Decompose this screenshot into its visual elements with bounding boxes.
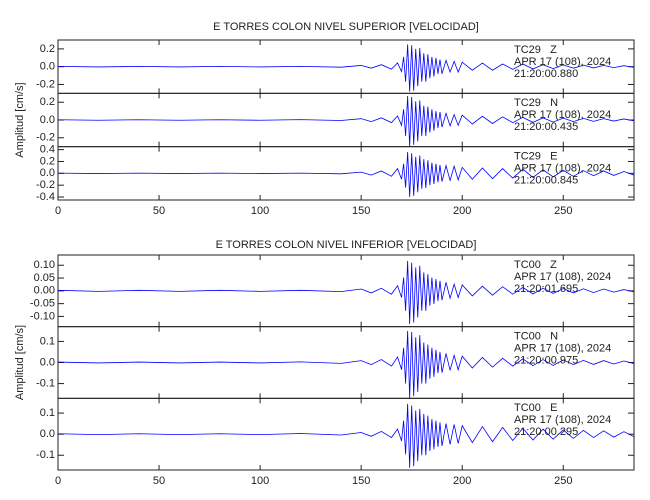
time-label: 21:20:00.435 xyxy=(514,121,578,133)
y-tick-label: -0.2 xyxy=(36,132,55,144)
y-tick-label: -0.4 xyxy=(36,191,55,203)
y-tick-label: 0.10 xyxy=(34,259,55,271)
date-label: APR 17 (108), 2024 xyxy=(514,271,611,283)
x-tick-label: 150 xyxy=(352,475,370,487)
x-tick-label: 100 xyxy=(251,205,269,217)
waveform xyxy=(58,95,634,147)
y-tick-label: -0.05 xyxy=(30,298,55,310)
waveform xyxy=(58,44,634,92)
y-tick-label: -0.1 xyxy=(36,377,55,389)
x-tick-label: 0 xyxy=(55,205,61,217)
time-label: 21:20:00.880 xyxy=(514,68,578,80)
panel-frame xyxy=(57,397,635,471)
y-tick-label: 0.2 xyxy=(40,155,55,167)
date-label: APR 17 (108), 2024 xyxy=(514,109,611,121)
time-label: 21:20:00.975 xyxy=(514,355,578,367)
y-tick-label: 0.00 xyxy=(34,285,55,297)
y-tick-label: 0.0 xyxy=(40,114,55,126)
date-label: APR 17 (108), 2024 xyxy=(514,163,611,175)
y-tick-label: 0.0 xyxy=(40,61,55,73)
date-label: APR 17 (108), 2024 xyxy=(514,414,611,426)
y-tick-label: -0.2 xyxy=(36,78,55,90)
station-label: TC29 Z xyxy=(514,44,557,56)
x-tick-label: 50 xyxy=(153,475,165,487)
y-tick-label: 0.05 xyxy=(34,272,55,284)
x-tick-label: 50 xyxy=(153,205,165,217)
waveform xyxy=(58,403,634,468)
station-label: TC00 E xyxy=(514,402,557,414)
chart-title: E TORRES COLON NIVEL SUPERIOR [VELOCIDAD… xyxy=(213,21,479,33)
x-tick-label: 200 xyxy=(453,475,471,487)
y-axis-label: Amplitud [cm/s] xyxy=(14,82,26,157)
y-axis-label: Amplitud [cm/s] xyxy=(14,325,26,400)
station-label: TC00 N xyxy=(514,331,558,343)
y-tick-label: -0.10 xyxy=(30,310,55,322)
station-label: TC29 E xyxy=(514,151,557,163)
station-label: TC00 Z xyxy=(514,259,557,271)
station-label: TC29 N xyxy=(514,97,558,109)
chart-title: E TORRES COLON NIVEL INFERIOR [VELOCIDAD… xyxy=(216,239,477,251)
y-tick-label: 0.0 xyxy=(40,167,55,179)
waveform xyxy=(58,260,634,325)
x-tick-label: 250 xyxy=(554,205,572,217)
x-tick-label: 100 xyxy=(251,475,269,487)
time-label: 21:20:01.695 xyxy=(514,283,578,295)
x-tick-label: 0 xyxy=(55,475,61,487)
time-label: 21:20:00.845 xyxy=(514,175,578,187)
date-label: APR 17 (108), 2024 xyxy=(514,56,611,68)
y-tick-label: 0.1 xyxy=(40,335,55,347)
x-tick-label: 250 xyxy=(554,475,572,487)
waveform xyxy=(58,151,634,198)
date-label: APR 17 (108), 2024 xyxy=(514,343,611,355)
y-tick-label: 0.2 xyxy=(40,43,55,55)
waveform xyxy=(58,330,634,399)
x-tick-label: 200 xyxy=(453,205,471,217)
y-tick-label: 0.0 xyxy=(40,428,55,440)
y-tick-label: 0.0 xyxy=(40,356,55,368)
x-tick-label: 150 xyxy=(352,205,370,217)
y-tick-label: 0.4 xyxy=(40,144,55,156)
y-tick-label: 0.1 xyxy=(40,407,55,419)
time-label: 21:20:00.295 xyxy=(514,426,578,438)
y-tick-label: -0.2 xyxy=(36,179,55,191)
y-tick-label: -0.1 xyxy=(36,449,55,461)
panel-frame xyxy=(57,146,635,201)
y-tick-label: 0.2 xyxy=(40,96,55,108)
